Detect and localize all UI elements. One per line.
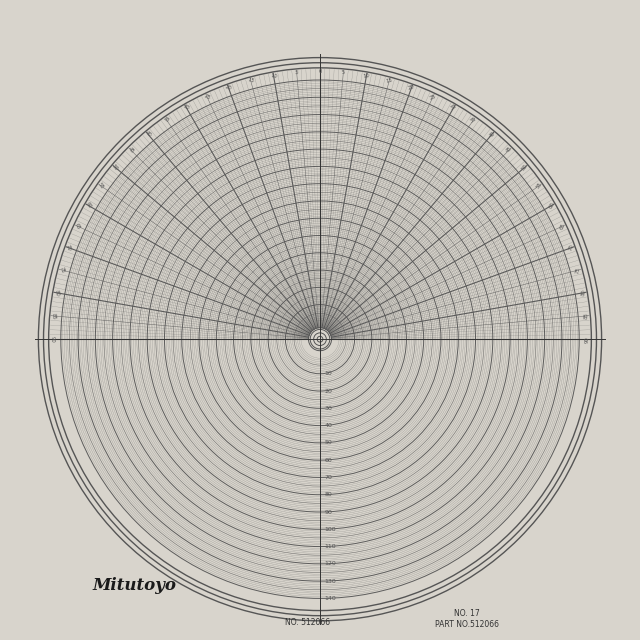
Text: 70: 70 [568, 244, 575, 252]
Text: 100: 100 [324, 527, 336, 532]
Text: 40: 40 [488, 130, 496, 138]
Text: 60: 60 [548, 201, 556, 210]
Text: 0: 0 [318, 69, 322, 74]
Text: 20: 20 [324, 388, 332, 394]
Text: 25: 25 [429, 93, 437, 100]
Text: 35: 35 [163, 116, 171, 124]
Text: 85: 85 [51, 312, 56, 319]
Text: 120: 120 [324, 561, 336, 566]
Text: 90: 90 [585, 336, 590, 342]
Text: 40: 40 [144, 130, 152, 138]
Text: 45: 45 [127, 146, 135, 154]
Text: 80: 80 [580, 289, 586, 296]
Text: 40: 40 [324, 423, 332, 428]
Text: 65: 65 [559, 222, 566, 230]
Text: 55: 55 [97, 182, 105, 190]
Text: 80: 80 [324, 492, 332, 497]
Text: 15: 15 [385, 77, 393, 84]
Text: 85: 85 [584, 312, 589, 319]
Text: 70: 70 [65, 244, 72, 252]
Text: 10: 10 [363, 73, 370, 79]
Text: 110: 110 [324, 544, 336, 549]
Text: 50: 50 [324, 440, 332, 445]
Text: 15: 15 [247, 77, 255, 84]
Text: 5: 5 [295, 70, 299, 76]
Text: Mitutoyo: Mitutoyo [92, 577, 177, 594]
Text: 90: 90 [324, 509, 332, 515]
Text: 50: 50 [521, 163, 529, 172]
Text: 30: 30 [182, 104, 190, 111]
Text: 90: 90 [50, 336, 55, 342]
Text: 30: 30 [450, 104, 458, 111]
Text: 30: 30 [324, 406, 332, 411]
Text: NO. 512066: NO. 512066 [285, 618, 330, 627]
Text: 10: 10 [324, 371, 332, 376]
Text: 45: 45 [505, 146, 513, 154]
Text: 20: 20 [225, 84, 232, 92]
Text: 140: 140 [324, 596, 336, 601]
Text: 10: 10 [270, 73, 277, 79]
Text: NO. 17
PART NO.512066: NO. 17 PART NO.512066 [435, 609, 499, 628]
Text: 60: 60 [84, 201, 92, 210]
Text: 65: 65 [74, 222, 81, 230]
Text: 80: 80 [54, 289, 60, 296]
Text: 55: 55 [535, 182, 543, 190]
Text: 60: 60 [324, 458, 332, 463]
Text: 35: 35 [469, 116, 477, 124]
Text: 130: 130 [324, 579, 336, 584]
Text: 50: 50 [111, 163, 119, 172]
Text: 75: 75 [575, 266, 582, 274]
Text: 70: 70 [324, 475, 332, 480]
Text: 20: 20 [408, 84, 415, 92]
Text: 25: 25 [203, 93, 211, 100]
Text: 5: 5 [341, 70, 345, 76]
Text: 75: 75 [58, 266, 65, 274]
